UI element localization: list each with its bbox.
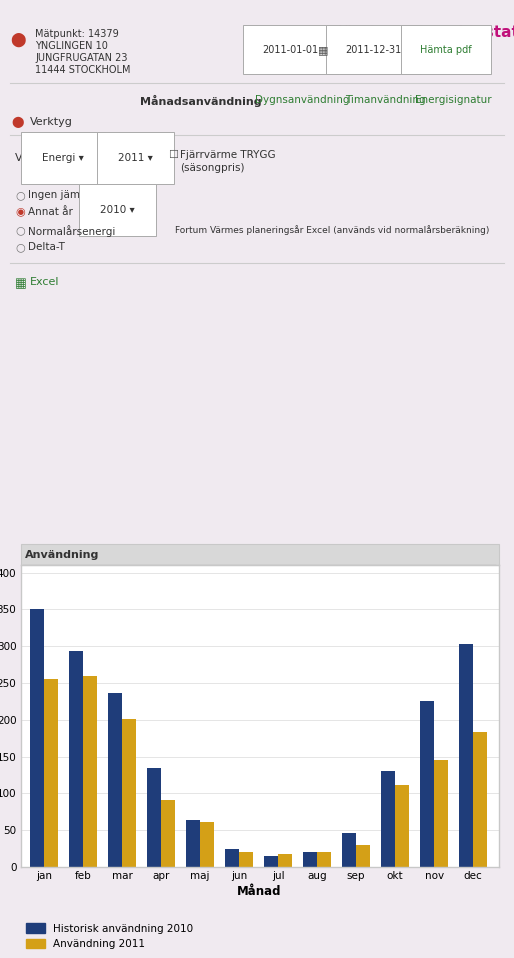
Text: ☐: ☐: [168, 149, 178, 160]
Bar: [108, 693, 122, 867]
Text: ⬤: ⬤: [12, 117, 24, 128]
Bar: [317, 853, 331, 867]
Bar: [264, 855, 278, 867]
Text: Ingen jämförelse: Ingen jämförelse: [28, 190, 116, 200]
Bar: [30, 609, 44, 867]
Text: Användning: Användning: [25, 550, 100, 559]
Text: 2011 ▾: 2011 ▾: [118, 152, 153, 163]
Bar: [239, 852, 253, 867]
Text: (säsongpris): (säsongpris): [180, 163, 245, 172]
X-axis label: Månad: Månad: [237, 885, 282, 899]
Bar: [200, 822, 214, 867]
Bar: [278, 855, 292, 867]
Text: ▦: ▦: [15, 277, 27, 289]
Bar: [122, 719, 136, 867]
Text: ▦: ▦: [318, 45, 328, 55]
Text: Annat år: Annat år: [28, 207, 73, 217]
Bar: [225, 849, 239, 867]
Legend: Historisk användning 2010, Användning 2011: Historisk användning 2010, Användning 20…: [26, 924, 193, 949]
Text: Månadsanvändning: Månadsanvändning: [140, 95, 262, 107]
Text: ◉: ◉: [15, 207, 25, 217]
Text: Dygnsanvändning: Dygnsanvändning: [255, 95, 350, 104]
Bar: [69, 651, 83, 867]
Text: Hämta mätpunktsstatistik: Hämta mätpunktsstatistik: [330, 25, 514, 40]
Text: Excel: Excel: [30, 277, 60, 286]
Bar: [147, 768, 161, 867]
Bar: [473, 732, 487, 867]
Text: Hämta pdf: Hämta pdf: [420, 45, 472, 55]
Text: Energisignatur: Energisignatur: [415, 95, 491, 104]
Bar: [303, 853, 317, 867]
Text: JUNGFRUGATAN 23: JUNGFRUGATAN 23: [35, 53, 127, 63]
Text: ⬤: ⬤: [10, 33, 26, 47]
Bar: [459, 644, 473, 867]
Bar: [342, 833, 356, 867]
Bar: [83, 675, 97, 867]
Text: 2011-12-31: 2011-12-31: [345, 45, 401, 55]
Bar: [44, 679, 58, 867]
Text: Timanvändning: Timanvändning: [345, 95, 426, 104]
Text: för: för: [100, 152, 115, 163]
Bar: [356, 845, 370, 867]
Text: 2011-01-01: 2011-01-01: [262, 45, 318, 55]
Text: 2010 ▾: 2010 ▾: [100, 205, 135, 215]
Text: ○: ○: [15, 190, 25, 200]
Text: Mätpunkt: 14379: Mätpunkt: 14379: [35, 29, 119, 38]
Text: Fortum Värmes planeringsår Excel (används vid normalårsberäkning): Fortum Värmes planeringsår Excel (använd…: [175, 225, 489, 235]
Text: Verktyg: Verktyg: [30, 117, 73, 126]
Text: Delta-T: Delta-T: [28, 241, 65, 252]
Bar: [381, 770, 395, 867]
Text: Visa: Visa: [15, 152, 38, 163]
Bar: [186, 820, 200, 867]
Bar: [395, 785, 409, 867]
Text: ○: ○: [15, 241, 25, 252]
Bar: [420, 700, 434, 867]
Text: Energi ▾: Energi ▾: [42, 152, 84, 163]
Text: ▦: ▦: [401, 45, 412, 55]
FancyBboxPatch shape: [21, 544, 499, 565]
Text: 11444 STOCKHOLM: 11444 STOCKHOLM: [35, 65, 131, 75]
Bar: [434, 760, 448, 867]
Text: ○: ○: [15, 225, 25, 235]
Text: Normalårsenergi: Normalårsenergi: [28, 225, 115, 237]
Bar: [161, 800, 175, 867]
Text: YNGLINGEN 10: YNGLINGEN 10: [35, 41, 108, 51]
Text: Fjärrvärme TRYGG: Fjärrvärme TRYGG: [180, 149, 276, 160]
